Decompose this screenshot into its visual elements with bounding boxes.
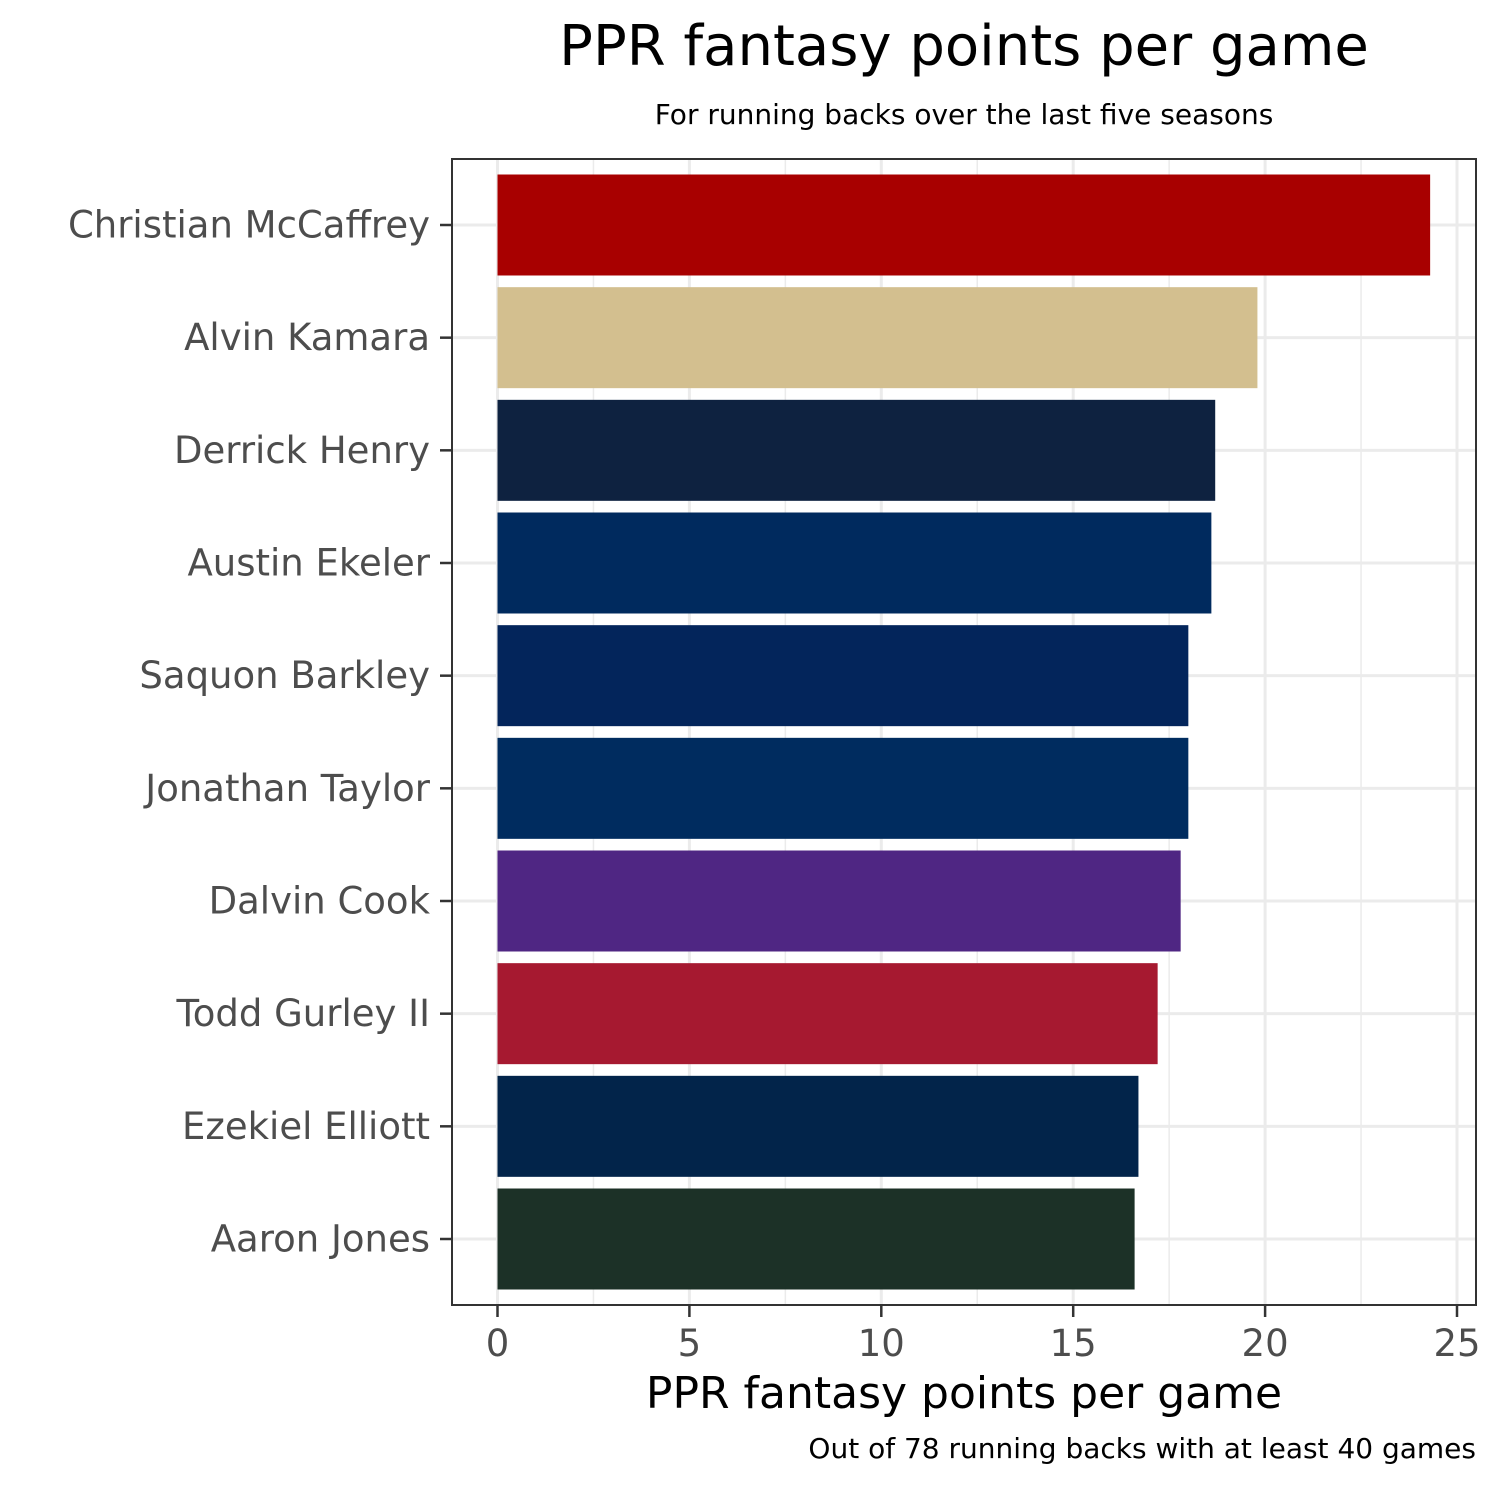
bar [497, 737, 1189, 839]
bar [497, 1075, 1139, 1177]
y-tick-label: Derrick Henry [174, 429, 430, 472]
axis-layer: Christian McCaffrey Alvin Kamara Derrick H… [68, 204, 1481, 1366]
chart-subtitle: For running backs over the last five sea… [654, 98, 1274, 131]
bar [497, 174, 1431, 276]
bar [497, 1188, 1135, 1290]
y-tick-label: Saquon Barkley [139, 654, 430, 697]
bar [497, 512, 1212, 614]
bar [497, 625, 1189, 727]
y-tick-label: Austin Ekeler [187, 542, 430, 585]
bar-layer [497, 174, 1431, 1290]
y-tick-label: Dalvin Cook [209, 880, 431, 923]
chart-caption: Out of 78 running backs with at least 40… [808, 1432, 1476, 1465]
y-tick-label: Christian McCaffrey [68, 204, 430, 247]
x-tick-label: 20 [1242, 1322, 1289, 1365]
x-tick-label: 5 [678, 1322, 702, 1365]
x-tick-label: 10 [858, 1322, 905, 1365]
x-tick-label: 0 [486, 1322, 510, 1365]
bar [497, 850, 1181, 952]
y-tick-label: Aaron Jones [211, 1218, 430, 1261]
bar [497, 287, 1258, 389]
plot-panel-border [451, 158, 1477, 1306]
y-tick-label: Todd Gurley II [175, 992, 430, 1035]
bar [497, 399, 1216, 501]
y-tick-label: Ezekiel Elliott [182, 1105, 430, 1148]
x-tick-label: 15 [1050, 1322, 1097, 1365]
bar [497, 963, 1158, 1065]
y-tick-label: Jonathan Taylor [143, 767, 430, 810]
chart-title: PPR fantasy points per game [559, 14, 1369, 79]
y-tick-label: Alvin Kamara [184, 316, 430, 359]
x-tick-label: 25 [1433, 1322, 1480, 1365]
x-axis-title: PPR fantasy points per game [645, 1368, 1283, 1419]
